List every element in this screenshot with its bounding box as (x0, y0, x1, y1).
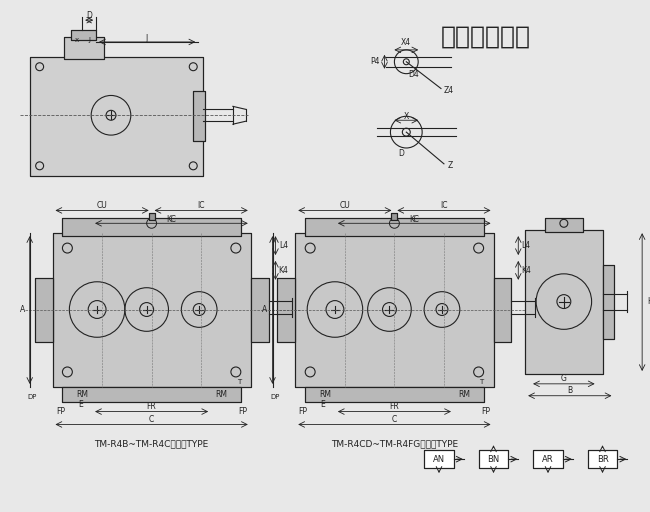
Text: RM: RM (319, 390, 331, 399)
Text: AR: AR (542, 455, 554, 464)
Bar (306, 387, 484, 402)
Bar (533, 450, 563, 468)
Bar (525, 230, 603, 374)
Text: TM-R4B~TM-R4C适用此TYPE: TM-R4B~TM-R4C适用此TYPE (94, 440, 209, 449)
Text: CU: CU (339, 201, 350, 210)
Text: L4: L4 (279, 241, 288, 249)
Bar (391, 214, 397, 220)
Text: KC: KC (410, 215, 419, 224)
Text: 四段　直交轴: 四段 直交轴 (441, 24, 530, 48)
Bar (34, 278, 53, 342)
Text: T: T (480, 379, 484, 385)
Text: J: J (146, 34, 148, 44)
Bar (424, 450, 454, 468)
Bar (295, 233, 493, 387)
Text: X: X (404, 112, 409, 121)
Bar (62, 218, 241, 236)
Text: CU: CU (97, 201, 107, 210)
Bar (72, 30, 96, 40)
Bar (53, 233, 251, 387)
Bar (30, 57, 203, 176)
Bar (72, 30, 96, 40)
Bar (525, 230, 603, 374)
Text: L4: L4 (522, 241, 531, 249)
Text: T: T (237, 379, 241, 385)
Bar (62, 218, 241, 236)
Text: B: B (567, 386, 573, 395)
Bar (493, 278, 512, 342)
Text: IC: IC (440, 201, 448, 210)
Bar (149, 214, 155, 220)
Text: Z4: Z4 (444, 86, 454, 95)
Bar (306, 218, 484, 236)
Text: FP: FP (239, 407, 247, 416)
Text: AN: AN (433, 455, 445, 464)
Bar (391, 214, 397, 220)
Bar (533, 450, 563, 468)
Text: A: A (20, 305, 25, 314)
Bar (278, 278, 295, 342)
Text: E: E (78, 400, 83, 409)
Bar (53, 233, 251, 387)
Bar (251, 278, 268, 342)
Text: DP: DP (270, 394, 280, 400)
Text: FR: FR (389, 402, 399, 411)
Text: FP: FP (481, 407, 490, 416)
Text: RM: RM (76, 390, 88, 399)
Text: IC: IC (198, 201, 205, 210)
Bar (603, 265, 614, 339)
Text: J: J (88, 37, 90, 43)
Bar (493, 278, 512, 342)
Text: A: A (263, 305, 268, 314)
Bar (295, 233, 493, 387)
Bar (545, 218, 582, 232)
Bar (588, 450, 618, 468)
Bar (424, 450, 454, 468)
Text: FP: FP (299, 407, 307, 416)
Text: K4: K4 (521, 266, 531, 275)
Bar (478, 450, 508, 468)
Text: C: C (392, 415, 397, 424)
Text: D4: D4 (408, 70, 419, 79)
Bar (306, 387, 484, 402)
Bar (34, 278, 53, 342)
Bar (193, 92, 205, 141)
Text: X4: X4 (401, 38, 411, 48)
Text: E: E (320, 400, 326, 409)
Bar (30, 57, 203, 176)
Text: FR: FR (147, 402, 157, 411)
Bar (588, 450, 618, 468)
Text: KC: KC (166, 215, 176, 224)
Bar (278, 278, 295, 342)
Bar (545, 218, 582, 232)
Text: BR: BR (597, 455, 608, 464)
Text: RM: RM (458, 390, 470, 399)
Text: G: G (561, 374, 567, 383)
Bar (64, 37, 104, 59)
Text: x: x (75, 37, 79, 43)
Text: P4: P4 (370, 57, 380, 66)
Bar (62, 387, 241, 402)
Bar (478, 450, 508, 468)
Bar (62, 387, 241, 402)
Text: H: H (647, 297, 650, 306)
Text: TM-R4CD~TM-R4FG适用此TYPE: TM-R4CD~TM-R4FG适用此TYPE (331, 440, 458, 449)
Text: D: D (86, 11, 92, 19)
Text: FP: FP (56, 407, 65, 416)
Text: D: D (398, 150, 404, 158)
Text: K4: K4 (278, 266, 289, 275)
Text: C: C (149, 415, 154, 424)
Bar (251, 278, 268, 342)
Bar (603, 265, 614, 339)
Text: RM: RM (215, 390, 227, 399)
Text: DP: DP (28, 394, 37, 400)
Text: Z: Z (448, 161, 453, 170)
Bar (64, 37, 104, 59)
Text: BN: BN (488, 455, 500, 464)
Bar (306, 218, 484, 236)
Bar (193, 92, 205, 141)
Bar (149, 214, 155, 220)
